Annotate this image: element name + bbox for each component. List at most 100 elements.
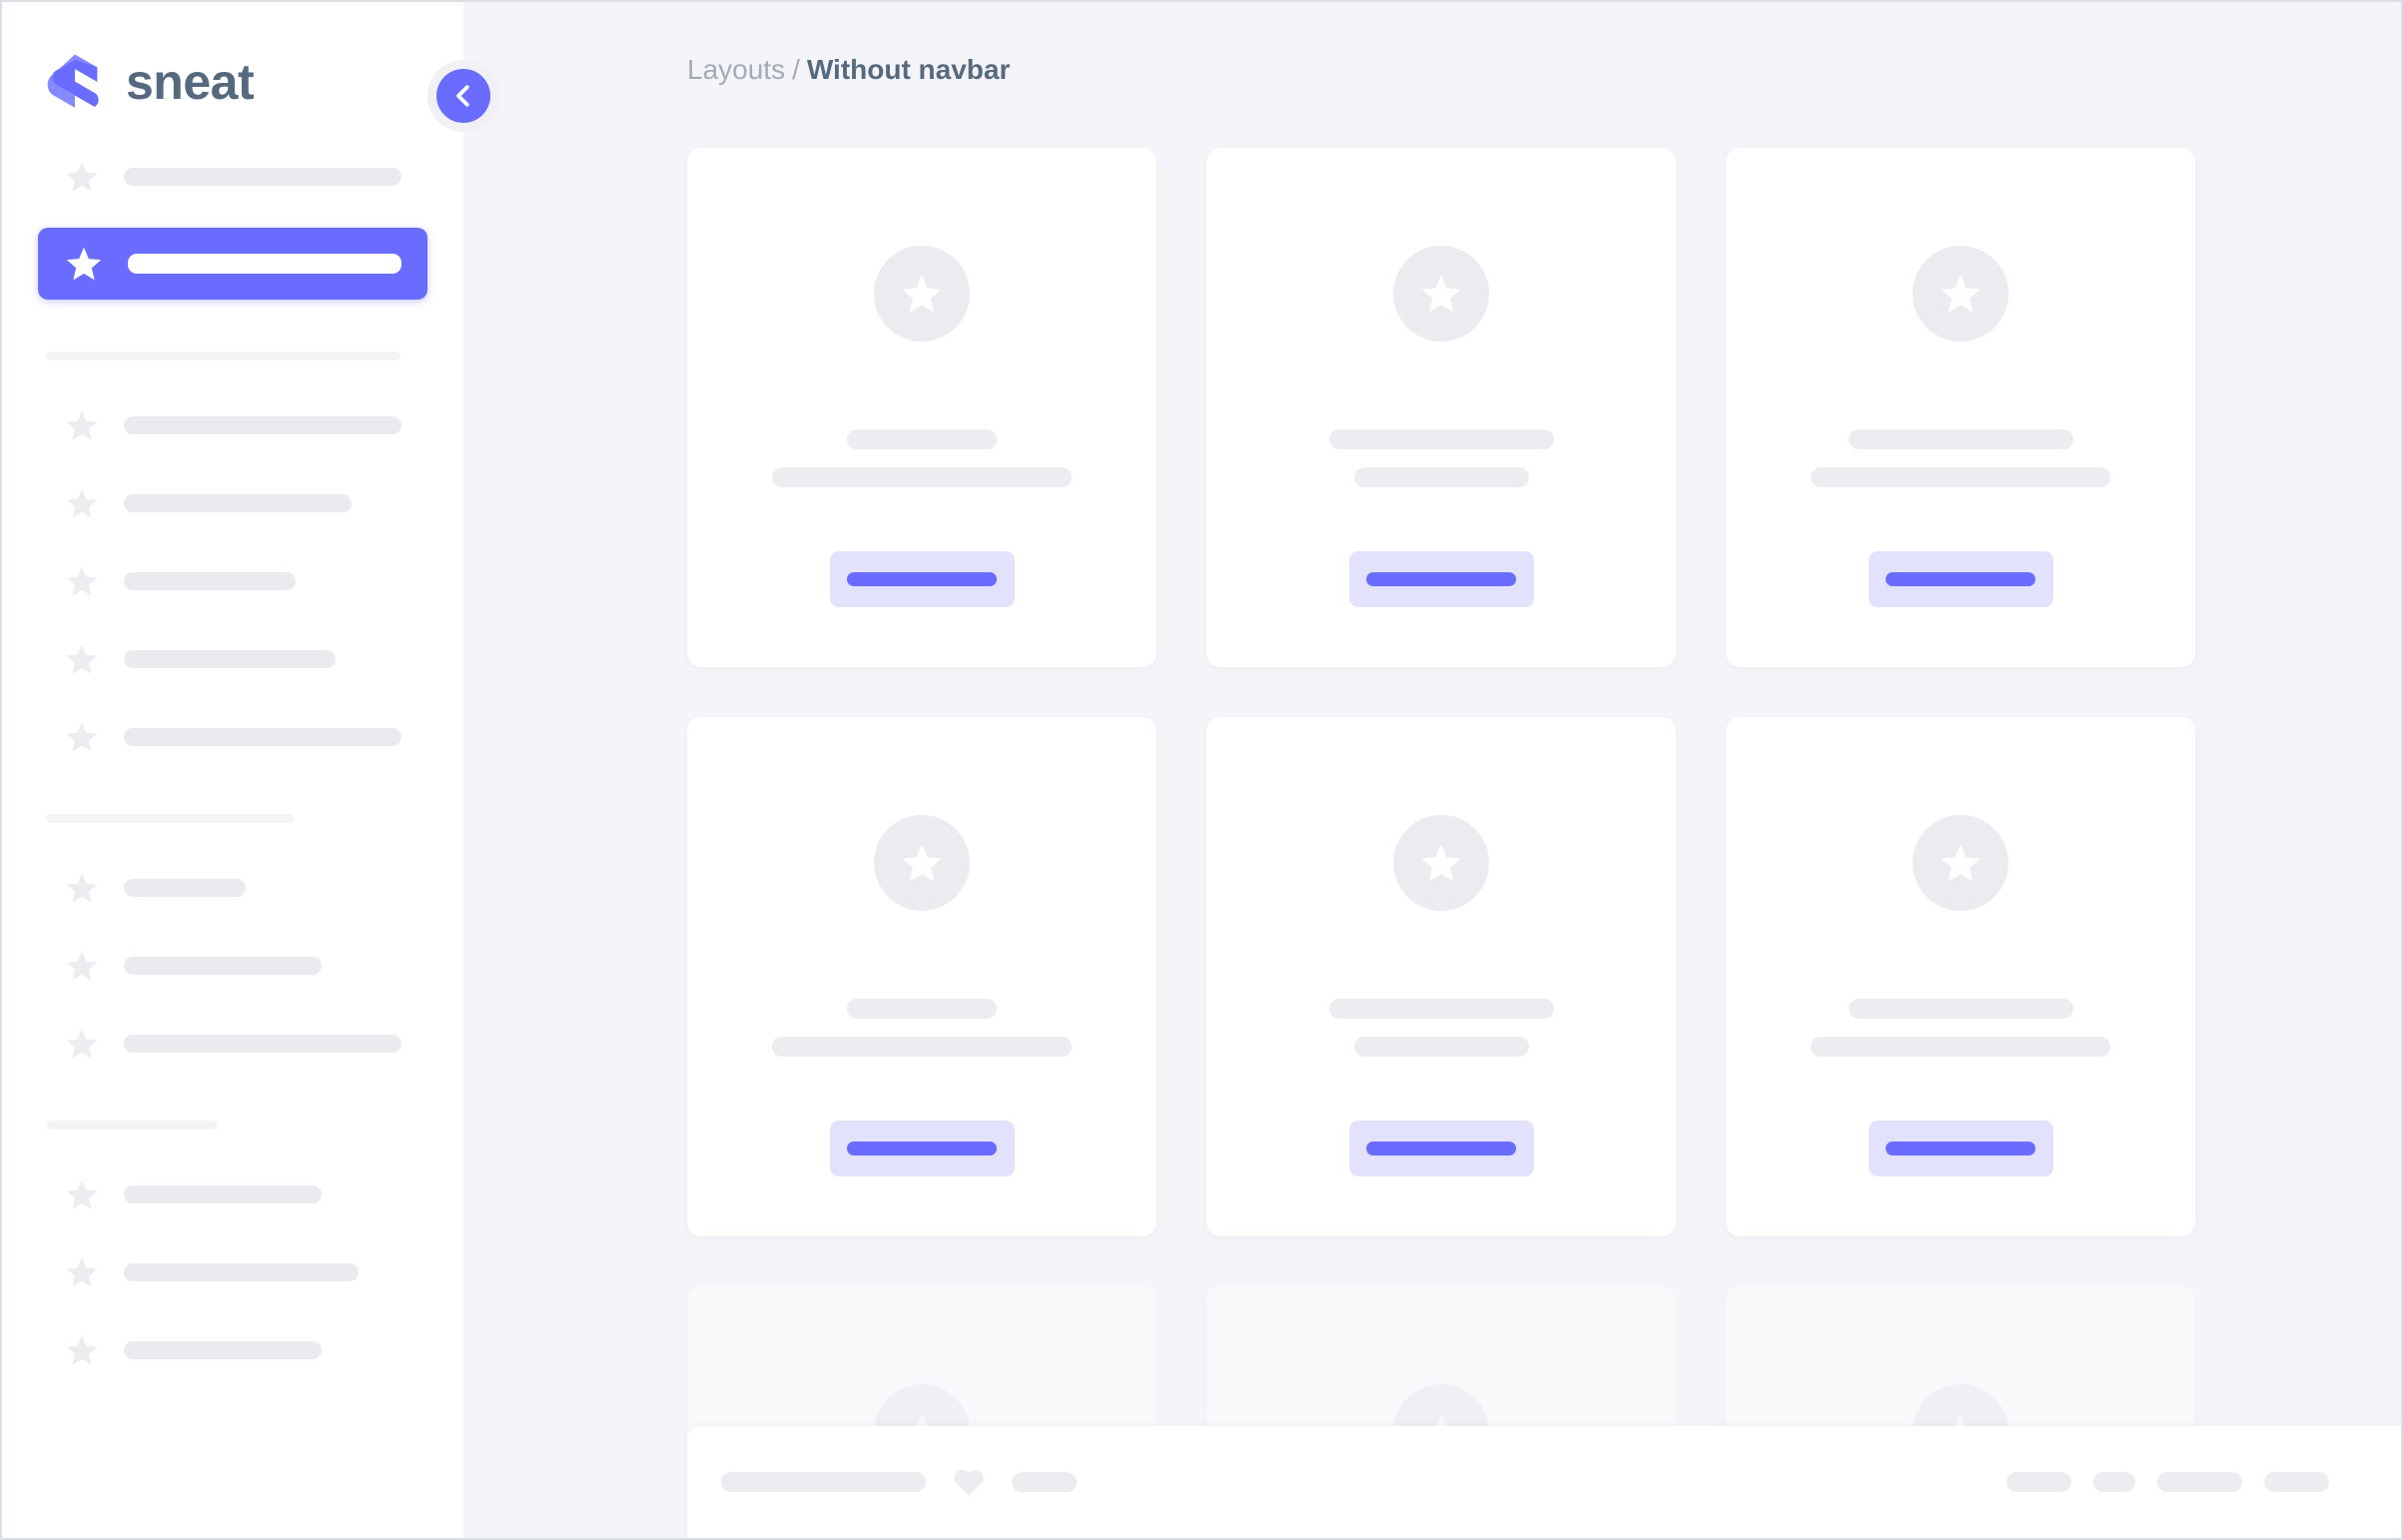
card-action-button[interactable]: [829, 551, 1015, 607]
star-icon: [64, 641, 100, 677]
sidebar-item[interactable]: [38, 941, 427, 991]
sidebar-item[interactable]: [38, 400, 427, 450]
sidebar: sneat: [2, 2, 499, 1538]
card-title-placeholder: [847, 429, 997, 449]
avatar: [1913, 246, 2008, 342]
card-action-label-placeholder: [1366, 572, 1516, 586]
card-action-label-placeholder: [847, 1142, 997, 1155]
avatar: [874, 246, 970, 342]
card-action-button[interactable]: [1348, 1121, 1534, 1176]
main-content: Layouts / Without navbar: [463, 2, 2401, 1538]
sidebar-section-divider: [46, 352, 400, 361]
footer-text-placeholder: [2006, 1472, 2071, 1492]
sidebar-item-label-placeholder: [124, 879, 246, 897]
footer-right-group: [2006, 1472, 2329, 1492]
footer-text-placeholder: [2264, 1472, 2329, 1492]
sidebar-item[interactable]: [38, 556, 427, 606]
footer-left-group: [721, 1466, 1077, 1497]
sidebar-section-divider: [46, 814, 294, 823]
star-icon: [64, 870, 100, 906]
sidebar-item[interactable]: [38, 1247, 427, 1297]
footer-text-placeholder: [721, 1472, 926, 1492]
breadcrumb-parent[interactable]: Layouts: [687, 54, 786, 85]
star-icon: [64, 948, 100, 984]
card-action-button[interactable]: [1868, 1121, 2053, 1176]
footer-bar: [687, 1426, 2401, 1538]
card-action-label-placeholder: [1366, 1142, 1516, 1155]
star-icon: [64, 485, 100, 521]
breadcrumb-current: Without navbar: [806, 54, 1011, 85]
card-title-placeholder: [847, 999, 997, 1019]
skeleton-card: [1206, 148, 1676, 667]
sidebar-item[interactable]: [38, 634, 427, 684]
card-action-label-placeholder: [1886, 1142, 2035, 1155]
card-subtitle-placeholder: [1811, 1037, 2110, 1057]
skeleton-card: [687, 717, 1157, 1236]
sidebar-item[interactable]: [38, 863, 427, 913]
sidebar-item-label-placeholder: [124, 572, 296, 590]
sidebar-item[interactable]: [38, 478, 427, 528]
star-icon: [1938, 840, 1984, 886]
sidebar-item[interactable]: [38, 1325, 427, 1375]
skeleton-card: [687, 148, 1157, 667]
star-icon: [1938, 271, 1984, 317]
card-subtitle-placeholder: [1811, 467, 2110, 487]
breadcrumb-separator: /: [792, 54, 800, 85]
star-icon: [64, 1254, 100, 1290]
footer-text-placeholder: [2157, 1472, 2242, 1492]
star-icon: [64, 1026, 100, 1062]
card-subtitle-placeholder: [772, 467, 1072, 487]
sidebar-item[interactable]: [38, 712, 427, 762]
star-icon: [64, 1332, 100, 1368]
avatar: [1913, 815, 2008, 911]
skeleton-card: [1206, 717, 1676, 1236]
skeleton-card: [1726, 717, 2195, 1236]
card-title-placeholder: [1848, 429, 2073, 449]
sidebar-item-label-placeholder: [124, 957, 322, 975]
sidebar-item[interactable]: [38, 1019, 427, 1069]
sidebar-collapse-button[interactable]: [427, 60, 499, 132]
brand-name: sneat: [126, 54, 255, 110]
card-title-placeholder: [1328, 429, 1554, 449]
chevron-left-icon: [436, 69, 490, 123]
heart-icon: [952, 1466, 986, 1497]
sidebar-item-label-placeholder: [124, 1263, 359, 1281]
card-grid: [463, 86, 2401, 1538]
star-icon: [64, 159, 100, 195]
card-title-placeholder: [1328, 999, 1554, 1019]
star-icon: [899, 840, 945, 886]
star-icon: [899, 271, 945, 317]
sidebar-item[interactable]: [38, 152, 427, 202]
card-subtitle-placeholder: [772, 1037, 1072, 1057]
card-action-label-placeholder: [1886, 572, 2035, 586]
card-action-label-placeholder: [847, 572, 997, 586]
sidebar-item-label-placeholder: [128, 254, 401, 274]
star-icon: [64, 563, 100, 599]
avatar: [1393, 815, 1489, 911]
card-action-button[interactable]: [1348, 551, 1534, 607]
sidebar-item-label-placeholder: [124, 650, 336, 668]
star-icon: [1418, 840, 1464, 886]
card-action-button[interactable]: [829, 1121, 1015, 1176]
sidebar-item-label-placeholder: [124, 416, 401, 434]
sneat-logo-icon: [46, 51, 104, 113]
sidebar-item[interactable]: [38, 1169, 427, 1219]
sidebar-nav: [2, 122, 463, 1375]
sidebar-item-label-placeholder: [124, 168, 401, 186]
card-title-placeholder: [1848, 999, 2073, 1019]
brand[interactable]: sneat: [2, 2, 463, 122]
card-subtitle-placeholder: [1353, 1037, 1529, 1057]
sidebar-section-divider: [46, 1121, 218, 1130]
star-icon: [1418, 271, 1464, 317]
sidebar-item-active[interactable]: [38, 228, 427, 300]
sidebar-item-label-placeholder: [124, 494, 352, 512]
card-subtitle-placeholder: [1353, 467, 1529, 487]
avatar: [1393, 246, 1489, 342]
footer-text-placeholder: [2093, 1472, 2135, 1492]
star-icon: [64, 719, 100, 755]
breadcrumb: Layouts / Without navbar: [463, 2, 2401, 86]
star-icon: [64, 1176, 100, 1212]
footer-text-placeholder: [1012, 1472, 1077, 1492]
card-action-button[interactable]: [1868, 551, 2053, 607]
